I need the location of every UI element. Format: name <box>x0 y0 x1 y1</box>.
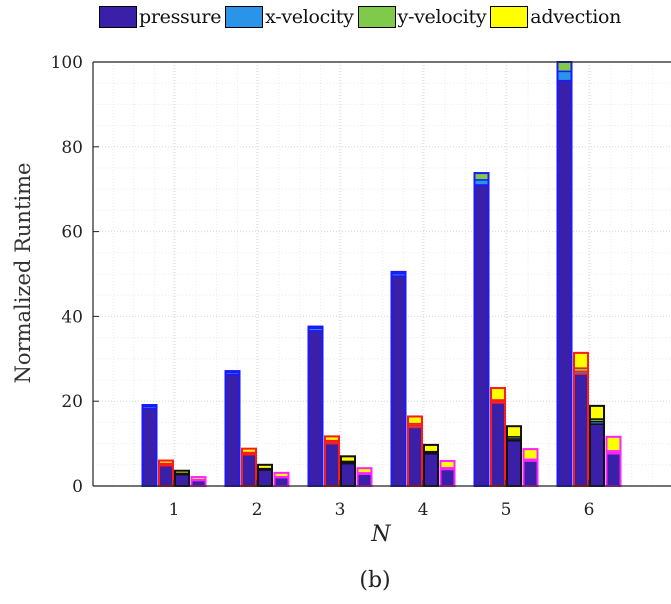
legend-label-advection: advection <box>530 6 622 28</box>
bar-segment-y-velocity <box>556 61 573 73</box>
bar-segment-pressure <box>224 373 241 487</box>
bar-segment-x-velocity <box>556 70 573 82</box>
bar-segment-advection <box>506 425 522 438</box>
bar-segment-pressure <box>158 464 174 487</box>
x-tick-label: 3 <box>335 500 346 520</box>
figure-caption: (b) <box>359 568 391 593</box>
bar-segment-x-velocity <box>473 179 490 186</box>
bar-segment-advection <box>439 460 456 469</box>
bar-segment-pressure <box>390 275 407 487</box>
legend: pressure x-velocity y-velocity advection <box>99 6 625 28</box>
bar-segment-pressure <box>473 184 490 487</box>
legend-swatch-y-velocity <box>357 6 396 28</box>
legend-item-x-velocity: x-velocity <box>225 6 354 28</box>
bar-segment-pressure <box>506 439 522 487</box>
bar-segment-advection <box>490 387 506 401</box>
y-tick-label: 80 <box>61 138 83 158</box>
axes-layer: 0 20 40 60 80 100 1 2 3 4 5 6 <box>51 53 671 520</box>
legend-swatch-advection <box>490 6 529 28</box>
bar-segment-pressure <box>273 476 290 487</box>
x-axis-label: N <box>370 522 391 547</box>
bar-segment-y-velocity <box>473 172 490 181</box>
legend-swatch-pressure <box>99 6 137 28</box>
bar-segment-pressure <box>340 462 356 487</box>
bar-segment-pressure <box>439 468 456 487</box>
bar-segment-pressure <box>307 330 324 487</box>
bar-segment-pressure <box>605 453 622 487</box>
x-tick-label: 1 <box>169 500 180 520</box>
x-tick-label: 4 <box>418 500 429 520</box>
y-tick-label: 100 <box>51 53 83 73</box>
bar-segment-advection <box>573 352 589 369</box>
bar-segment-advection <box>423 444 439 453</box>
y-tick-label: 20 <box>61 392 83 412</box>
bar-segment-pressure <box>573 373 589 487</box>
bar-segment-pressure <box>257 469 273 487</box>
bar-segment-pressure <box>589 423 605 487</box>
x-tick-label: 2 <box>252 500 263 520</box>
legend-item-advection: advection <box>490 6 621 28</box>
bar-segment-pressure <box>241 453 257 487</box>
bar-segment-pressure <box>522 460 539 487</box>
y-tick-label: 60 <box>61 223 83 243</box>
legend-item-pressure: pressure <box>99 6 221 28</box>
bar-segment-pressure <box>324 442 340 487</box>
legend-label-x-velocity: x-velocity <box>265 6 354 28</box>
bar-segment-pressure <box>356 473 373 487</box>
legend-label-pressure: pressure <box>139 6 222 28</box>
bar-segment-pressure <box>174 473 190 487</box>
bar-segment-advection <box>589 405 605 420</box>
bar-segment-advection <box>522 448 539 461</box>
x-tick-label: 5 <box>501 500 512 520</box>
bar-segment-pressure <box>407 426 423 487</box>
y-tick-label: 40 <box>61 307 83 327</box>
bar-segment-advection <box>407 415 423 425</box>
y-axis-label: Normalized Runtime <box>11 163 35 384</box>
bar-segment-pressure <box>556 79 573 487</box>
y-tick-label: 0 <box>72 477 83 497</box>
legend-swatch-x-velocity <box>225 6 264 28</box>
legend-item-y-velocity: y-velocity <box>357 6 487 28</box>
bar-segment-pressure <box>490 402 506 487</box>
bar-segment-advection <box>605 436 622 452</box>
bar-segment-pressure <box>423 453 439 487</box>
legend-label-y-velocity: y-velocity <box>397 6 487 28</box>
bars-layer <box>141 61 622 488</box>
bar-segment-pressure <box>141 407 158 487</box>
x-tick-label: 6 <box>584 500 595 520</box>
